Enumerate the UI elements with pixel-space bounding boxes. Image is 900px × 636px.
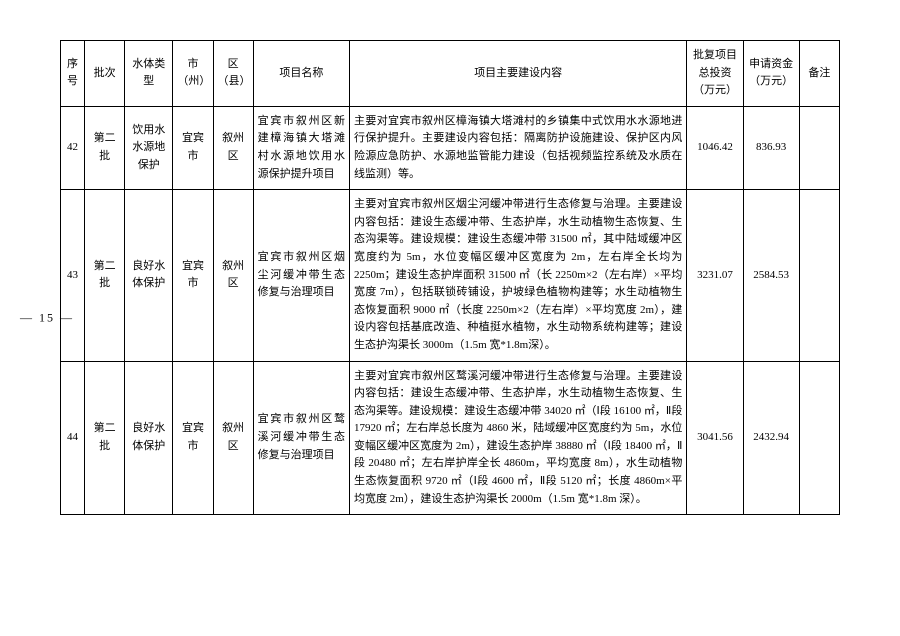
header-fund: 申请资金（万元）: [743, 41, 799, 107]
table-row: 43 第二批 良好水体保护 宜宾市 叙州区 宜宾市叙州区烟尘河缓冲带生态修复与治…: [61, 190, 840, 361]
cell-name: 宜宾市叙州区烟尘河缓冲带生态修复与治理项目: [253, 190, 349, 361]
cell-city: 宜宾市: [173, 361, 213, 515]
cell-type: 良好水体保护: [125, 361, 173, 515]
cell-remark: [799, 361, 839, 515]
cell-content: 主要对宜宾市叙州区樟海镇大塔滩村的乡镇集中式饮用水水源地进行保护提升。主要建设内…: [350, 106, 687, 189]
header-row: 序号 批次 水体类型 市（州） 区（县） 项目名称 项目主要建设内容 批复项目总…: [61, 41, 840, 107]
cell-name: 宜宾市叙州区新建樟海镇大塔滩村水源地饮用水源保护提升项目: [253, 106, 349, 189]
cell-seq: 44: [61, 361, 85, 515]
cell-county: 叙州区: [213, 190, 253, 361]
header-remark: 备注: [799, 41, 839, 107]
cell-content: 主要对宜宾市叙州区鹜溪河缓冲带进行生态修复与治理。主要建设内容包括：建设生态缓冲…: [350, 361, 687, 515]
header-city: 市（州）: [173, 41, 213, 107]
cell-seq: 42: [61, 106, 85, 189]
cell-remark: [799, 190, 839, 361]
cell-type: 良好水体保护: [125, 190, 173, 361]
cell-fund: 2432.94: [743, 361, 799, 515]
cell-county: 叙州区: [213, 361, 253, 515]
cell-invest: 3231.07: [687, 190, 743, 361]
cell-city: 宜宾市: [173, 106, 213, 189]
header-seq: 序号: [61, 41, 85, 107]
data-table-container: 序号 批次 水体类型 市（州） 区（县） 项目名称 项目主要建设内容 批复项目总…: [60, 40, 840, 515]
header-invest: 批复项目总投资（万元）: [687, 41, 743, 107]
header-batch: 批次: [85, 41, 125, 107]
table-row: 42 第二批 饮用水水源地保护 宜宾市 叙州区 宜宾市叙州区新建樟海镇大塔滩村水…: [61, 106, 840, 189]
header-type: 水体类型: [125, 41, 173, 107]
cell-name: 宜宾市叙州区鹜溪河缓冲带生态修复与治理项目: [253, 361, 349, 515]
cell-batch: 第二批: [85, 361, 125, 515]
cell-fund: 2584.53: [743, 190, 799, 361]
cell-batch: 第二批: [85, 106, 125, 189]
cell-content: 主要对宜宾市叙州区烟尘河缓冲带进行生态修复与治理。主要建设内容包括：建设生态缓冲…: [350, 190, 687, 361]
cell-fund: 836.93: [743, 106, 799, 189]
cell-type: 饮用水水源地保护: [125, 106, 173, 189]
cell-invest: 3041.56: [687, 361, 743, 515]
cell-seq: 43: [61, 190, 85, 361]
header-content: 项目主要建设内容: [350, 41, 687, 107]
cell-batch: 第二批: [85, 190, 125, 361]
page-number: — 15 —: [20, 311, 74, 326]
table-row: 44 第二批 良好水体保护 宜宾市 叙州区 宜宾市叙州区鹜溪河缓冲带生态修复与治…: [61, 361, 840, 515]
project-table: 序号 批次 水体类型 市（州） 区（县） 项目名称 项目主要建设内容 批复项目总…: [60, 40, 840, 515]
cell-city: 宜宾市: [173, 190, 213, 361]
cell-invest: 1046.42: [687, 106, 743, 189]
cell-county: 叙州区: [213, 106, 253, 189]
header-name: 项目名称: [253, 41, 349, 107]
cell-remark: [799, 106, 839, 189]
header-county: 区（县）: [213, 41, 253, 107]
